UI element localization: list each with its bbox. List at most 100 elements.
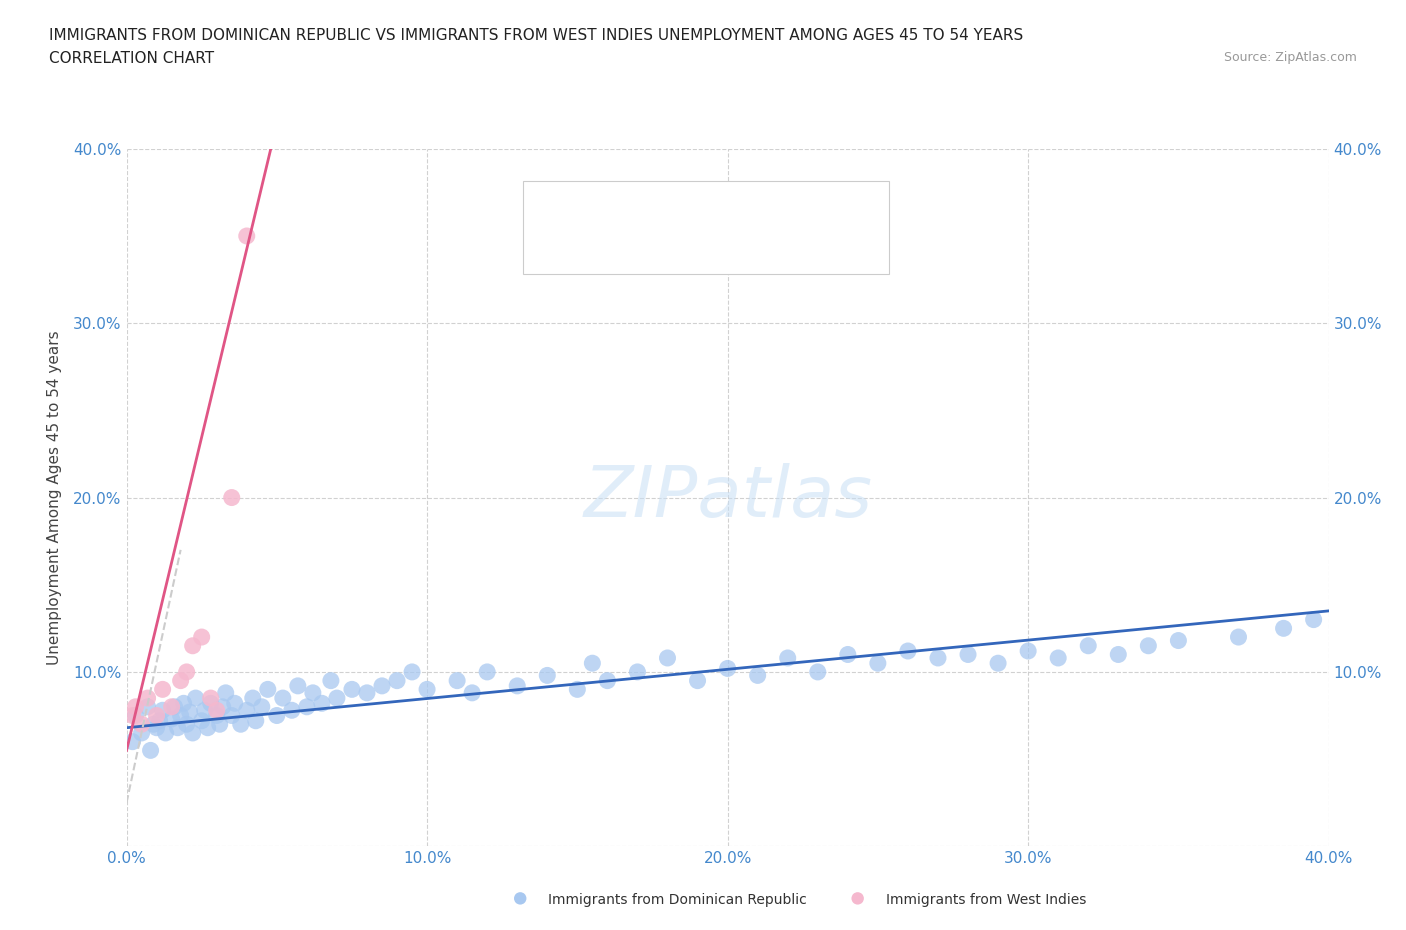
- Point: [657, 651, 679, 666]
- Point: [229, 717, 252, 732]
- Point: [356, 685, 378, 700]
- Point: [190, 713, 212, 728]
- Text: IMMIGRANTS FROM DOMINICAN REPUBLIC VS IMMIGRANTS FROM WEST INDIES UNEMPLOYMENT A: IMMIGRANTS FROM DOMINICAN REPUBLIC VS IM…: [49, 28, 1024, 43]
- Point: [846, 891, 869, 906]
- Point: [166, 721, 188, 736]
- Point: [221, 708, 243, 723]
- Point: [181, 638, 204, 653]
- Point: [152, 703, 174, 718]
- Point: [461, 685, 484, 700]
- Point: [145, 708, 167, 723]
- Point: [142, 717, 165, 732]
- Point: [124, 708, 146, 723]
- Point: [295, 699, 318, 714]
- Point: [371, 679, 394, 694]
- Text: R =: R =: [576, 236, 613, 255]
- Point: [416, 682, 439, 697]
- Point: [194, 703, 217, 718]
- Point: [1017, 644, 1039, 658]
- Point: [235, 703, 259, 718]
- Point: [385, 673, 408, 688]
- Point: [163, 699, 186, 714]
- Text: Immigrants from Dominican Republic: Immigrants from Dominican Republic: [548, 893, 807, 908]
- Text: R =: R =: [576, 198, 613, 217]
- Point: [211, 699, 233, 714]
- Point: [302, 685, 325, 700]
- Point: [747, 668, 769, 683]
- Point: [509, 891, 531, 906]
- Point: [596, 673, 619, 688]
- Text: N =: N =: [672, 198, 720, 217]
- Point: [271, 691, 294, 706]
- Point: [567, 682, 589, 697]
- Text: Immigrants from West Indies: Immigrants from West Indies: [886, 893, 1087, 908]
- Point: [446, 673, 468, 688]
- Text: 0.821: 0.821: [619, 236, 671, 255]
- Point: [139, 743, 162, 758]
- Text: 15: 15: [717, 236, 741, 255]
- Point: [221, 490, 243, 505]
- Point: [866, 656, 889, 671]
- Point: [208, 717, 231, 732]
- Point: [224, 696, 246, 711]
- Point: [536, 668, 558, 683]
- Text: ZIPatlas: ZIPatlas: [583, 463, 872, 532]
- Point: [200, 696, 222, 711]
- Point: [1137, 638, 1160, 653]
- Text: N =: N =: [672, 236, 720, 255]
- Point: [245, 713, 267, 728]
- Point: [176, 717, 198, 732]
- Point: [121, 708, 143, 723]
- Point: [179, 705, 201, 720]
- Point: [1107, 647, 1129, 662]
- Text: 0.541: 0.541: [619, 198, 671, 217]
- Point: [927, 651, 949, 666]
- Point: [124, 699, 146, 714]
- Point: [235, 229, 259, 244]
- Point: [807, 665, 830, 680]
- Point: [176, 665, 198, 680]
- Point: [131, 725, 153, 740]
- Point: [215, 685, 238, 700]
- Point: [401, 665, 423, 680]
- Point: [242, 691, 264, 706]
- Point: [475, 665, 498, 680]
- Text: 80: 80: [717, 198, 741, 217]
- Point: [181, 725, 204, 740]
- Point: [281, 703, 304, 718]
- Point: [121, 735, 143, 750]
- Point: [173, 696, 195, 711]
- Point: [319, 673, 342, 688]
- Point: [169, 673, 191, 688]
- Point: [311, 696, 333, 711]
- Point: [197, 721, 219, 736]
- Text: CORRELATION CHART: CORRELATION CHART: [49, 51, 214, 66]
- Point: [160, 699, 183, 714]
- Point: [1302, 612, 1324, 627]
- Point: [686, 673, 709, 688]
- Point: [160, 711, 183, 726]
- Point: [1272, 621, 1295, 636]
- Point: [250, 699, 273, 714]
- Y-axis label: Unemployment Among Ages 45 to 54 years: Unemployment Among Ages 45 to 54 years: [46, 330, 62, 665]
- Point: [266, 708, 288, 723]
- Point: [1077, 638, 1099, 653]
- Point: [152, 682, 174, 697]
- Point: [340, 682, 363, 697]
- Point: [190, 630, 212, 644]
- Point: [256, 682, 278, 697]
- Point: [897, 644, 920, 658]
- Point: [136, 691, 159, 706]
- Point: [987, 656, 1010, 671]
- Point: [1047, 651, 1070, 666]
- Text: Source: ZipAtlas.com: Source: ZipAtlas.com: [1223, 51, 1357, 64]
- Point: [184, 691, 207, 706]
- Point: [326, 691, 349, 706]
- Point: [626, 665, 648, 680]
- Point: [145, 721, 167, 736]
- Point: [776, 651, 799, 666]
- Point: [506, 679, 529, 694]
- Point: [581, 656, 603, 671]
- Point: [1167, 633, 1189, 648]
- Point: [205, 708, 228, 723]
